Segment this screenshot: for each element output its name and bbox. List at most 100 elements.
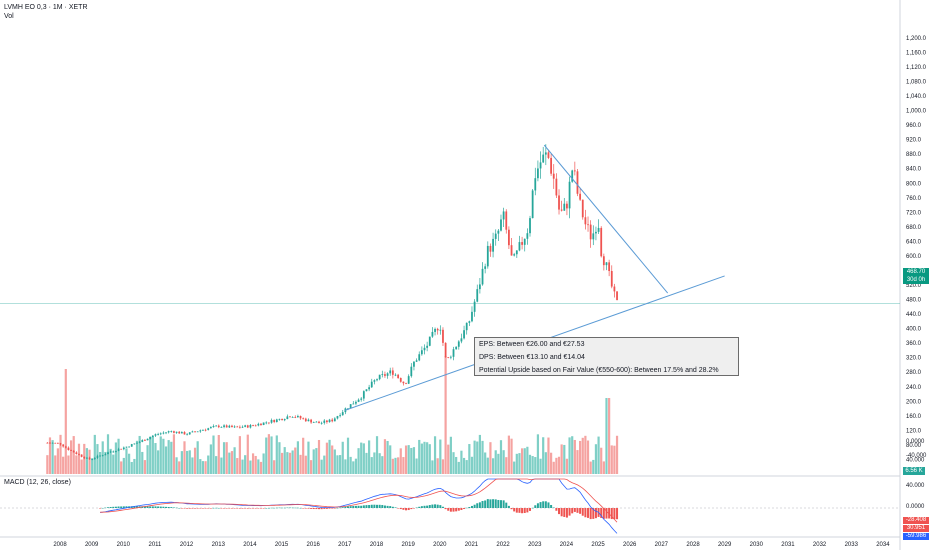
macd-histogram-bar <box>584 508 587 518</box>
macd-histogram-bar <box>204 508 207 509</box>
macd-histogram-bar <box>600 508 603 518</box>
macd-histogram-bar <box>523 508 526 513</box>
candle-body <box>539 162 542 169</box>
macd-histogram-bar <box>230 508 233 509</box>
macd-histogram-bar <box>215 507 218 509</box>
volume-bar <box>423 441 426 474</box>
candle-body <box>151 435 154 438</box>
macd-histogram-bar <box>188 508 191 509</box>
volume-bar <box>154 443 157 474</box>
candle-body <box>531 190 534 219</box>
candle-body <box>389 370 392 374</box>
macd-histogram-bar <box>426 505 429 508</box>
volume-bar <box>589 461 592 474</box>
macd-histogram-bar <box>259 508 262 509</box>
macd-histogram-bar <box>275 507 278 509</box>
volume-bar <box>333 449 336 474</box>
macd-histogram-bar <box>104 507 107 509</box>
volume-bar <box>568 437 571 474</box>
macd-histogram-bar <box>536 503 539 508</box>
macd-histogram-bar <box>349 506 352 508</box>
upside-text: Potential Upside based on Fair Value (€5… <box>479 367 719 374</box>
candle-body <box>613 286 616 292</box>
candle-body <box>378 374 381 380</box>
volume-bar <box>478 434 481 474</box>
volume-bar <box>67 455 70 474</box>
candle-body <box>175 431 178 433</box>
volume-bar <box>368 440 371 474</box>
candle-body <box>473 301 476 312</box>
macd-histogram-bar <box>273 507 276 509</box>
macd-histogram-bar <box>315 508 318 510</box>
candle-body <box>500 219 502 231</box>
candle-body <box>154 434 157 436</box>
volume-bar <box>605 398 608 474</box>
macd-histogram-bar <box>423 505 426 508</box>
candle-body <box>223 425 225 427</box>
time-tick-label: 2014 <box>243 542 257 548</box>
volume-bar <box>112 454 115 474</box>
candle-body <box>420 350 423 355</box>
candle-body <box>146 438 149 441</box>
candle-body <box>307 419 310 422</box>
volume-bar <box>72 436 75 474</box>
volume-bar <box>507 435 511 474</box>
candle-body <box>402 381 405 384</box>
macd-histogram-bar <box>368 505 371 508</box>
volume-bar <box>573 439 576 474</box>
annotation-box[interactable]: EPS: Between €26.00 and €27.53 DPS: Betw… <box>474 337 739 376</box>
candle-body <box>394 374 397 376</box>
candle-body <box>407 376 410 384</box>
macd-histogram-bar <box>209 508 212 509</box>
candle-body <box>257 423 260 426</box>
macd-histogram-bar <box>457 508 460 511</box>
volume-bar <box>286 452 289 474</box>
candle-body <box>600 227 603 257</box>
candle-body <box>294 416 297 418</box>
macd-histogram-bar <box>201 508 204 509</box>
macd-histogram-bar <box>420 506 423 508</box>
symbol-title[interactable]: LVMH EO 0,3 · 1M · XETR <box>4 4 88 11</box>
volume-bar <box>370 457 373 474</box>
macd-histogram-bar <box>502 500 505 508</box>
volume-bar <box>104 451 107 474</box>
candle-body <box>547 152 550 158</box>
volume-bar <box>164 446 168 474</box>
volume-bar <box>344 459 347 474</box>
volume-bar <box>441 459 445 474</box>
candle-body <box>362 391 365 399</box>
macd-histogram-bar <box>125 506 128 508</box>
volume-bar <box>526 446 529 474</box>
macd-histogram-bar <box>347 506 350 508</box>
price-tick-label: 440.0 <box>906 312 922 318</box>
candle-body <box>384 374 386 376</box>
volume-bar <box>278 442 281 474</box>
volume-bar <box>48 437 52 474</box>
volume-bar <box>402 457 405 474</box>
candle-body <box>568 181 571 209</box>
volume-bar <box>491 458 495 474</box>
candle-body <box>449 356 452 358</box>
macd-histogram-bar <box>170 507 173 508</box>
volume-bar <box>296 441 300 474</box>
candle-body <box>304 418 307 422</box>
macd-histogram-bar <box>534 505 537 508</box>
time-tick-label: 2021 <box>465 542 479 548</box>
volume-bar <box>246 434 249 474</box>
price-tick-label: 760.0 <box>906 196 922 202</box>
candle-body <box>173 431 175 433</box>
macd-label[interactable]: MACD (12, 26, close) <box>4 479 71 486</box>
volume-bar <box>193 447 197 474</box>
volume-bar <box>594 444 598 474</box>
candle-body <box>297 416 299 418</box>
candle-body <box>352 403 355 405</box>
macd-histogram-bar <box>563 508 566 517</box>
candle-body <box>347 408 349 410</box>
macd-histogram-bar <box>114 506 117 508</box>
macd-histogram-bar <box>183 508 186 509</box>
candle-body <box>136 442 138 444</box>
volume-bar <box>267 434 270 474</box>
macd-histogram-bar <box>460 508 463 511</box>
candle-body <box>178 431 181 434</box>
